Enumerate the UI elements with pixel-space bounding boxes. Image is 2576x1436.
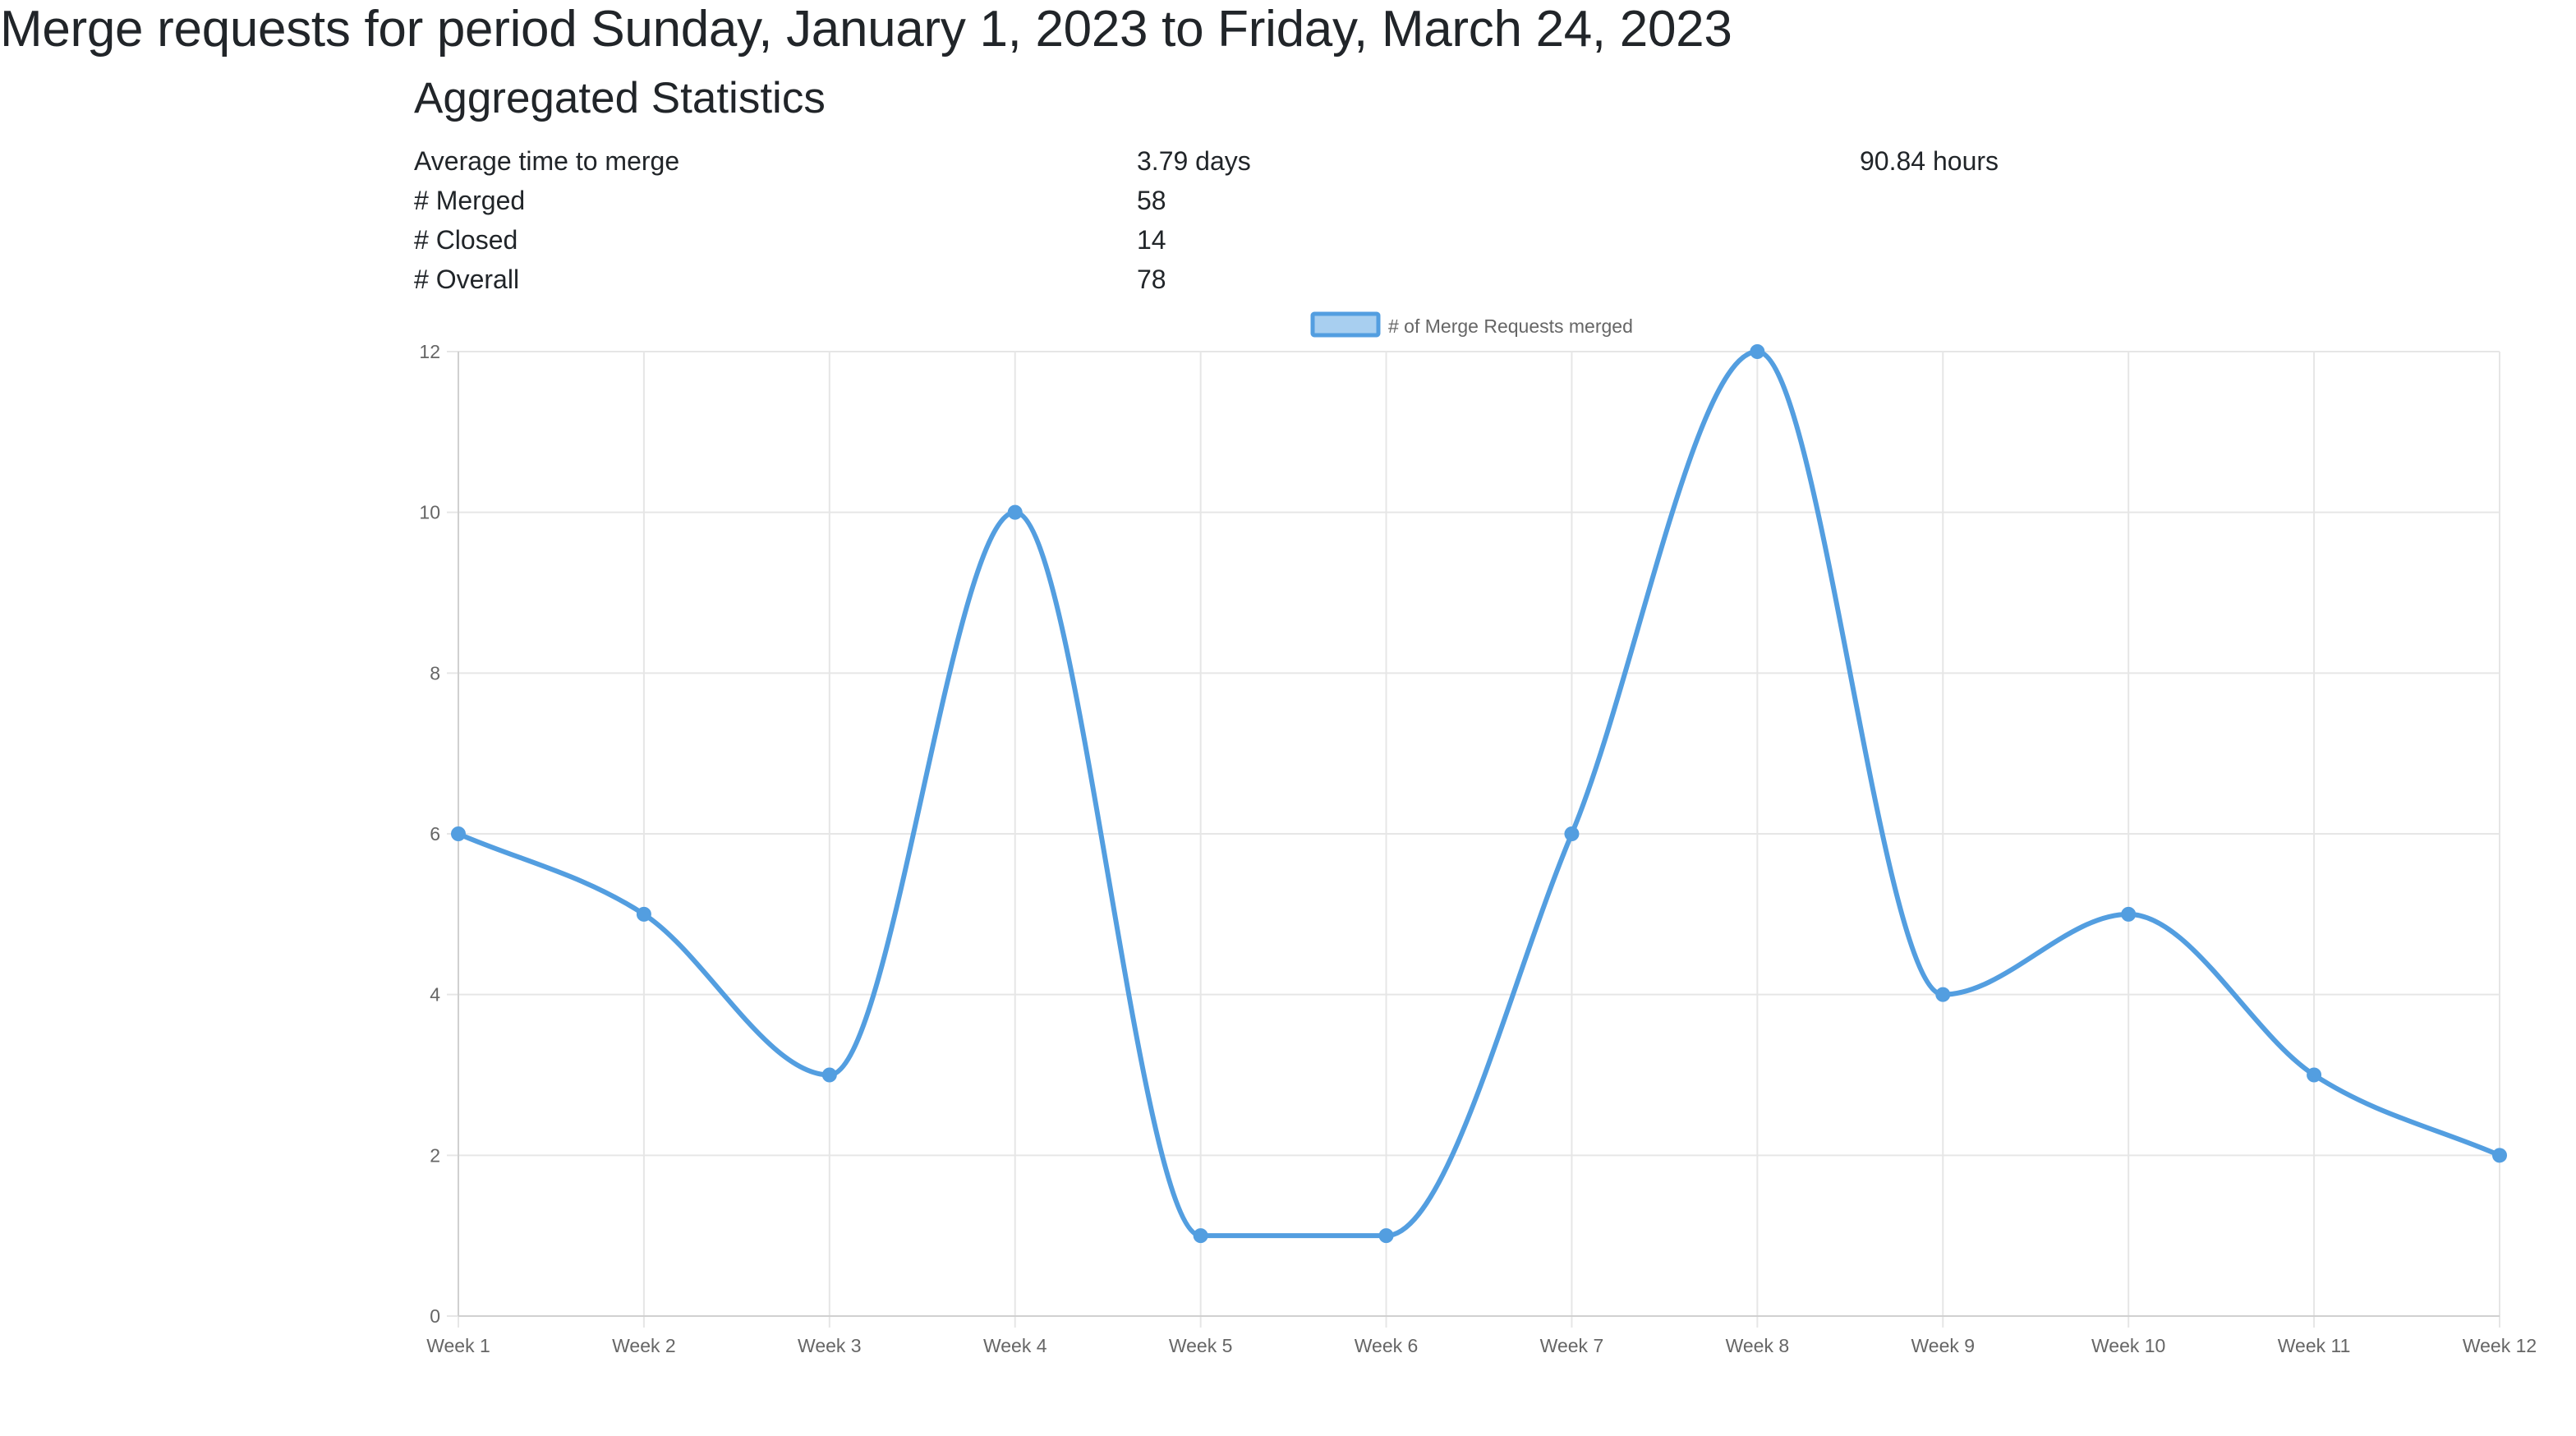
grid [447,351,2500,1328]
section-title: Aggregated Statistics [414,74,826,122]
stat-label: # Closed [414,225,518,255]
data-point[interactable] [2307,1067,2322,1083]
stat-row-overall: # Overall 78 [414,260,2484,299]
x-tick-label: Week 8 [1726,1335,1790,1356]
data-point[interactable] [451,826,466,841]
data-point[interactable] [1564,826,1580,841]
stats-table: Average time to merge 3.79 days 90.84 ho… [414,141,2484,299]
stat-label: # Overall [414,265,520,294]
data-point[interactable] [1750,344,1765,359]
x-tick-label: Week 4 [983,1335,1047,1356]
x-tick-label: Week 5 [1169,1335,1233,1356]
data-point[interactable] [1193,1228,1208,1244]
x-tick-label: Week 12 [2463,1335,2537,1356]
x-tick-label: Week 3 [798,1335,862,1356]
data-point[interactable] [2121,906,2137,922]
x-tick-label: Week 7 [1540,1335,1604,1356]
data-point[interactable] [2492,1148,2507,1163]
data-point[interactable] [821,1067,837,1083]
legend[interactable]: # of Merge Requests merged [1310,311,1633,338]
legend-label[interactable]: # of Merge Requests merged [1388,315,1633,337]
y-tick-label: 8 [430,662,440,683]
stat-value: 14 [1137,225,1166,255]
stat-row-closed: # Closed 14 [414,220,2484,260]
series-line-path [456,349,2502,1239]
x-tick-label: Week 6 [1355,1335,1419,1356]
data-point[interactable] [636,906,651,922]
stat-row-average-time: Average time to merge 3.79 days 90.84 ho… [414,141,2484,181]
stat-value: 58 [1137,186,1166,215]
axes: 0 2 4 6 8 10 12 Week 1 Week 2 Week 3 Week 4 Week 5 W… [419,341,2537,1356]
y-tick-label: 4 [430,984,440,1006]
stat-value: 78 [1137,265,1166,294]
x-tick-label: Week 2 [612,1335,676,1356]
y-tick-label: 6 [430,823,440,845]
x-tick-label: Week 1 [426,1335,490,1356]
data-point[interactable] [1007,504,1023,520]
y-tick-label: 12 [419,341,440,362]
data-point[interactable] [1378,1228,1394,1244]
stat-label: Average time to merge [414,146,680,176]
stat-label: # Merged [414,186,526,215]
x-tick-label: Week 11 [2278,1335,2351,1356]
y-tick-label: 10 [419,502,440,523]
stat-value: 3.79 days [1137,146,1251,176]
legend-swatch[interactable] [1310,311,1381,338]
stat-extra: 90.84 hours [1860,146,1999,176]
data-points [451,344,2507,1244]
page-title: Merge requests for period Sunday, Januar… [0,1,1732,58]
x-tick-label: Week 10 [2091,1335,2165,1356]
data-point[interactable] [1935,987,1951,1002]
x-tick-label: Week 9 [1911,1335,1975,1356]
series-line [456,349,2502,1239]
stat-row-merged: # Merged 58 [414,181,2484,220]
y-tick-label: 0 [430,1305,440,1327]
y-tick-label: 2 [430,1144,440,1166]
